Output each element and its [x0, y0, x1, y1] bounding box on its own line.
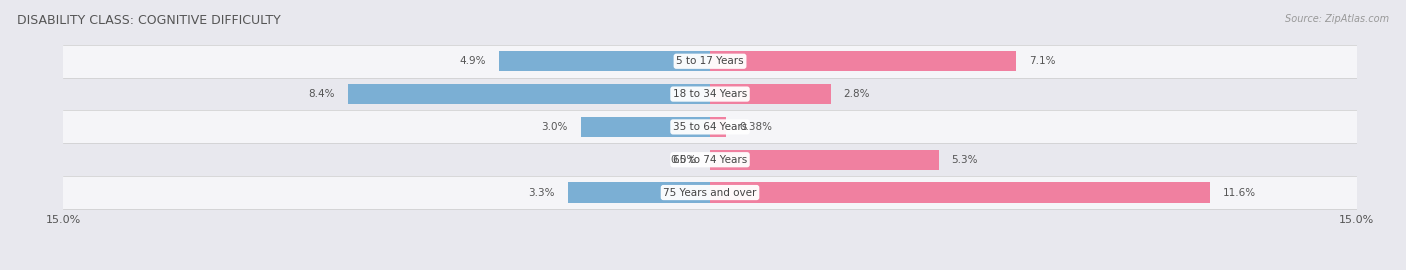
Text: DISABILITY CLASS: COGNITIVE DIFFICULTY: DISABILITY CLASS: COGNITIVE DIFFICULTY — [17, 14, 281, 26]
Text: 75 Years and over: 75 Years and over — [664, 188, 756, 198]
Bar — [499, 51, 710, 72]
Text: 5.3%: 5.3% — [952, 155, 979, 165]
Text: 11.6%: 11.6% — [1223, 188, 1256, 198]
Bar — [581, 117, 710, 137]
Text: 3.0%: 3.0% — [541, 122, 568, 132]
Bar — [63, 78, 1357, 110]
Bar — [63, 176, 1357, 209]
Text: Source: ZipAtlas.com: Source: ZipAtlas.com — [1285, 14, 1389, 23]
Bar — [63, 143, 1357, 176]
Bar — [63, 110, 1357, 143]
Bar — [568, 182, 710, 203]
Bar — [710, 150, 939, 170]
Bar — [710, 182, 1211, 203]
Text: 2.8%: 2.8% — [844, 89, 870, 99]
Text: 8.4%: 8.4% — [308, 89, 335, 99]
Bar — [710, 117, 727, 137]
Text: 4.9%: 4.9% — [460, 56, 486, 66]
Bar — [347, 84, 710, 104]
Text: 0.38%: 0.38% — [740, 122, 772, 132]
Bar — [710, 84, 831, 104]
Text: 7.1%: 7.1% — [1029, 56, 1056, 66]
Text: 0.0%: 0.0% — [671, 155, 697, 165]
Bar — [710, 51, 1017, 72]
Text: 3.3%: 3.3% — [529, 188, 555, 198]
Text: 35 to 64 Years: 35 to 64 Years — [673, 122, 747, 132]
Bar — [63, 45, 1357, 78]
Text: 65 to 74 Years: 65 to 74 Years — [673, 155, 747, 165]
Text: 5 to 17 Years: 5 to 17 Years — [676, 56, 744, 66]
Text: 18 to 34 Years: 18 to 34 Years — [673, 89, 747, 99]
